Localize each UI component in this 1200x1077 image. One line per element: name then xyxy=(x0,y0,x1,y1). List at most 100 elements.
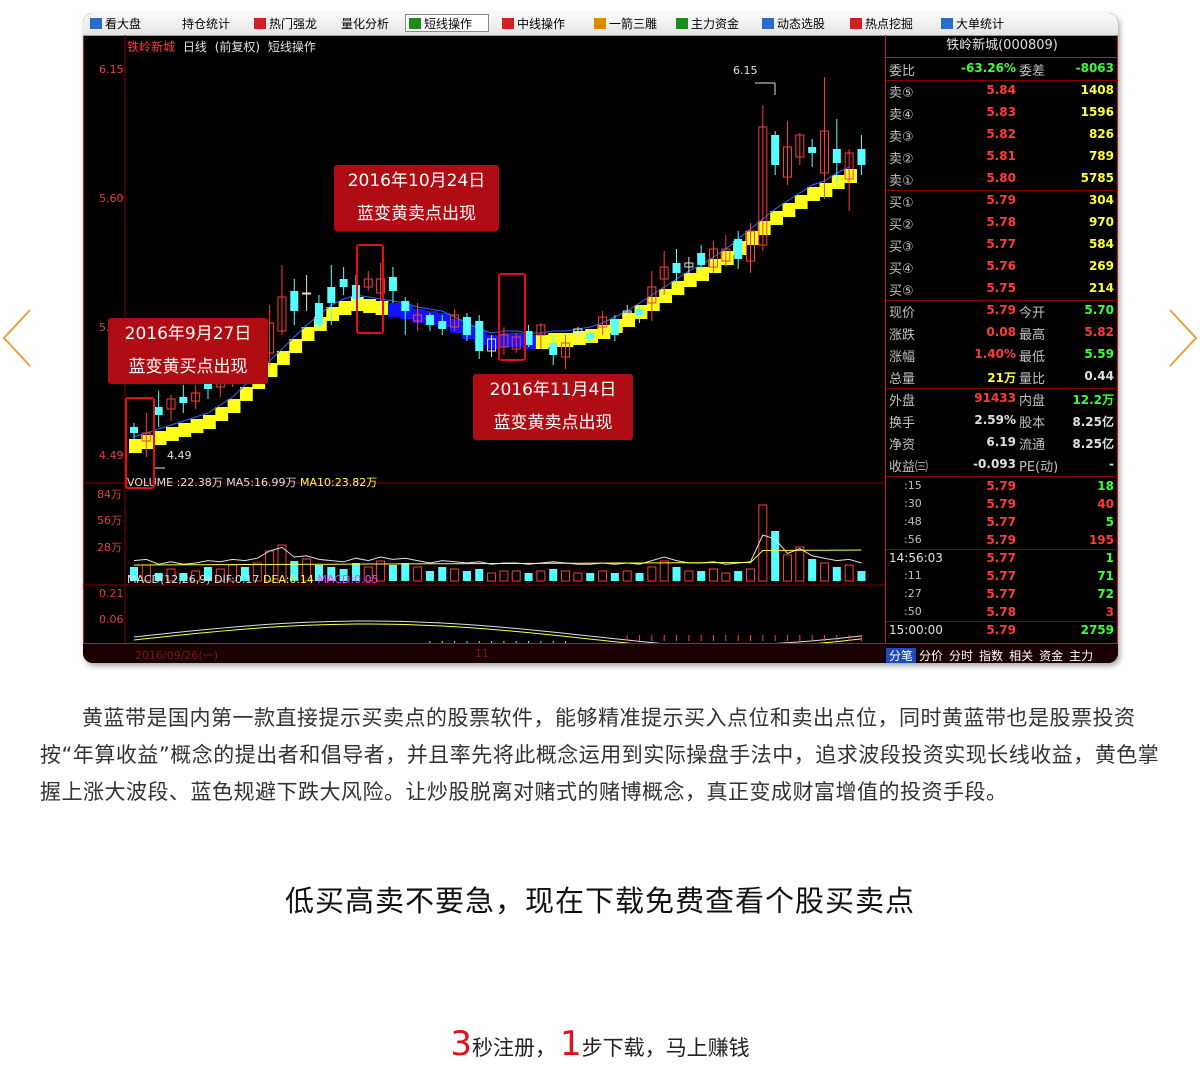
toolbar-button-10[interactable]: 大单统计 xyxy=(938,15,1031,33)
tick-row[interactable]: :27 5.77 72 xyxy=(886,586,1118,604)
volume-bar xyxy=(376,560,386,582)
quote-tab-4[interactable]: 相关 xyxy=(1009,649,1034,663)
dots-icon xyxy=(850,18,862,29)
quote-tab-3[interactable]: 指数 xyxy=(979,649,1004,663)
stat-label: 外盘 xyxy=(889,394,916,409)
toolbar-button-6[interactable]: 一箭三雕 xyxy=(591,15,674,33)
status-month: 11 xyxy=(475,647,489,660)
volume-bar xyxy=(795,546,805,582)
stock-app-window: 看大盘 持仓统计 热门强龙 量化分析 短线操作 中线操作 一箭三雕 主力资金 动态选股 热点挖掘大… xyxy=(83,13,1118,663)
sell-label: 卖① xyxy=(889,174,914,189)
tick-row[interactable]: :50 5.78 3 xyxy=(886,604,1118,622)
toolbar-button-0[interactable]: 看大盘 xyxy=(87,15,170,33)
toolbar-button-9[interactable]: 热点挖掘 xyxy=(847,15,934,33)
buy-row-3[interactable]: 买④ 5.76 269 xyxy=(886,256,1118,278)
toolbar-button-1[interactable]: 持仓统计 xyxy=(179,15,248,33)
candle-body-down xyxy=(832,149,841,163)
quote-tab-1[interactable]: 分价 xyxy=(919,649,944,663)
candle-body-down xyxy=(339,279,348,287)
volume-bar xyxy=(327,567,336,581)
stats-row-0[interactable]: 现价 5.79 今开 5.70 xyxy=(886,300,1118,322)
candle-body-down xyxy=(610,319,619,335)
sell-volume: 826 xyxy=(1088,127,1114,141)
candle-body-up xyxy=(376,278,386,294)
stats-row-1[interactable]: 涨跌 0.08 最高 5.82 xyxy=(886,322,1118,344)
tick-row[interactable]: :48 5.77 5 xyxy=(886,514,1118,532)
vol-tick-56: 56万 xyxy=(97,514,122,527)
bars-icon xyxy=(409,18,421,29)
tick-row[interactable]: 15:00:00 5.79 2759 xyxy=(886,621,1118,640)
weibi-row[interactable]: 委比 -63.26% 委差 -8063 xyxy=(886,58,1118,80)
stats2-row-3[interactable]: 收益㈢ -0.093 PE(动) - xyxy=(886,454,1118,476)
buy-price: 5.75 xyxy=(986,281,1016,295)
band-yellow xyxy=(794,195,808,209)
stats2-row-0[interactable]: 外盘 91433 内盘 12.2万 xyxy=(886,388,1118,410)
candle-body-down xyxy=(586,333,595,339)
sell-row-2[interactable]: 卖③ 5.82 826 xyxy=(886,124,1118,146)
stat-label: 股本 xyxy=(1019,416,1046,431)
sell-volume: 1408 xyxy=(1080,83,1114,97)
band-yellow xyxy=(141,435,155,449)
buy-volume: 269 xyxy=(1088,259,1114,273)
stats-row-2[interactable]: 涨幅 1.40% 最低 5.59 xyxy=(886,344,1118,366)
volume-bar xyxy=(179,573,188,581)
band-yellow xyxy=(153,431,167,445)
band-yellow xyxy=(215,407,229,421)
volume-bar xyxy=(166,568,176,582)
stats2-row-2[interactable]: 净资 6.19 流通 8.25亿 xyxy=(886,432,1118,454)
kline-chart[interactable] xyxy=(83,35,886,643)
candle-body-down xyxy=(771,135,780,165)
volume-bar xyxy=(277,544,287,582)
description-text: 黄蓝带是国内第一款直接提示买卖点的股票软件，能够精准提示买入点位和卖出点位，同时… xyxy=(40,706,1160,804)
candle-body-up xyxy=(819,130,829,174)
candle-body-up xyxy=(622,310,632,314)
tick-row[interactable]: :30 5.79 40 xyxy=(886,496,1118,514)
band-yellow xyxy=(683,273,697,287)
band-yellow xyxy=(696,267,710,281)
toolbar-button-7[interactable]: 主力资金 xyxy=(673,15,756,33)
buy-row-2[interactable]: 买③ 5.77 584 xyxy=(886,234,1118,256)
toolbar-button-2[interactable]: 热门强龙 xyxy=(251,15,338,33)
quote-separator xyxy=(886,300,1118,301)
next-arrow-icon[interactable] xyxy=(1168,308,1198,368)
sell-row-3[interactable]: 卖② 5.81 789 xyxy=(886,146,1118,168)
band-yellow xyxy=(659,289,673,303)
toolbar-button-3[interactable]: 量化分析 xyxy=(338,15,403,33)
volume-bar xyxy=(302,558,312,582)
buy-row-4[interactable]: 买⑤ 5.75 214 xyxy=(886,278,1118,300)
quote-tab-5[interactable]: 资金 xyxy=(1039,649,1064,663)
tick-time: :11 xyxy=(904,569,922,582)
buy-row-1[interactable]: 买② 5.78 970 xyxy=(886,212,1118,234)
quote-tab-2[interactable]: 分时 xyxy=(949,649,974,663)
toolbar: 看大盘 持仓统计 热门强龙 量化分析 短线操作 中线操作 一箭三雕 主力资金 动态选股 热点挖掘 大… xyxy=(83,13,1118,36)
tick-row[interactable]: :56 5.79 195 xyxy=(886,532,1118,550)
buy-row-0[interactable]: 买① 5.79 304 xyxy=(886,190,1118,212)
quote-tab-0[interactable]: 分笔 xyxy=(886,648,917,663)
volume-bar xyxy=(746,568,755,582)
cta-headline[interactable]: 低买高卖不要急，现在下载免费查看个股买卖点 xyxy=(284,884,915,918)
tick-row[interactable]: :15 5.79 18 xyxy=(886,478,1118,496)
tick-row[interactable]: :11 5.77 71 xyxy=(886,568,1118,586)
volume-bar xyxy=(203,567,212,581)
toolbar-button-8[interactable]: 动态选股 xyxy=(759,15,844,33)
quote-tab-6[interactable]: 主力 xyxy=(1069,649,1094,663)
tick-row[interactable]: 14:56:03 5.77 1 xyxy=(886,549,1118,568)
prev-arrow-icon[interactable] xyxy=(2,308,32,368)
sell-row-0[interactable]: 卖⑤ 5.84 1408 xyxy=(886,80,1118,102)
toolbar-button-4[interactable]: 短线操作 xyxy=(405,14,489,32)
stats-row-3[interactable]: 总量 21万 量比 0.44 xyxy=(886,366,1118,388)
candle-body-up xyxy=(191,392,201,402)
sell-row-1[interactable]: 卖④ 5.83 1596 xyxy=(886,102,1118,124)
stats2-row-1[interactable]: 换手 2.59% 股本 8.25亿 xyxy=(886,410,1118,432)
volume-bar xyxy=(758,504,768,582)
tick-time: :48 xyxy=(904,515,922,528)
sell-row-4[interactable]: 卖① 5.80 5785 xyxy=(886,168,1118,190)
band-yellow xyxy=(289,339,303,353)
callout-sell-1-text: 蓝变黄卖点出现 xyxy=(357,204,476,224)
footer-num-1: 1 xyxy=(560,1024,582,1064)
tick-time: :56 xyxy=(904,533,922,546)
volume-bar xyxy=(647,566,657,582)
y-tick-low-mid: 5. xyxy=(99,321,110,334)
band-yellow xyxy=(770,211,783,225)
toolbar-button-5[interactable]: 中线操作 xyxy=(499,15,582,33)
